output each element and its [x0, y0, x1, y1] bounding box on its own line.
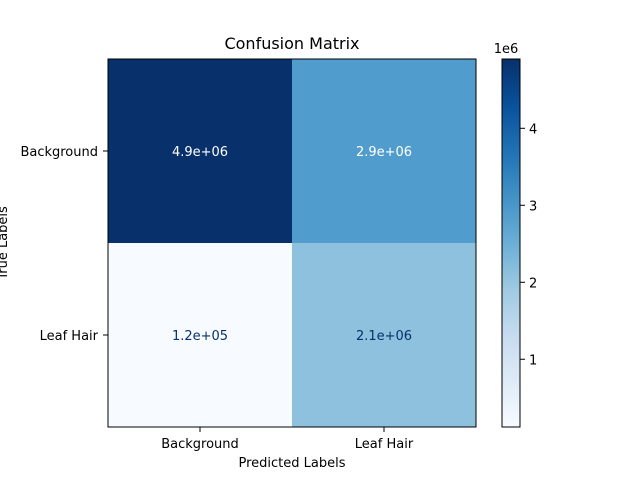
- x-axis: Background Leaf Hair: [161, 427, 414, 452]
- y-axis-label: True Labels: [0, 206, 11, 281]
- heatmap-cells: [108, 59, 476, 427]
- cell-value-label-r0-c1: 2.9e+06: [356, 145, 412, 160]
- cell-value-label-r1-c0: 1.2e+05: [172, 329, 228, 344]
- heatmap-cell-r1-c1: [292, 243, 476, 427]
- heatmap-cell-r1-c0: [108, 243, 292, 427]
- colorbar-tick-label: 4: [529, 122, 537, 137]
- colorbar-tick-label: 3: [529, 199, 537, 214]
- colorbar-tick-label: 2: [529, 276, 537, 291]
- x-axis-label: Predicted Labels: [238, 456, 345, 471]
- x-tick-label: Leaf Hair: [355, 437, 414, 452]
- colorbar-tick-label: 1: [529, 353, 537, 368]
- heatmap-cell-r0-c1: [292, 59, 476, 243]
- colorbar: 1e6 1 2 3 4: [494, 42, 537, 428]
- colorbar-multiplier-label: 1e6: [494, 42, 519, 57]
- heatmap-cell-labels: 4.9e+06 2.9e+06 1.2e+05 2.1e+06: [172, 145, 412, 344]
- cell-value-label-r1-c1: 2.1e+06: [356, 329, 412, 344]
- x-tick-label: Background: [161, 437, 239, 452]
- y-axis: Background Leaf Hair: [20, 145, 108, 344]
- y-tick-label: Leaf Hair: [40, 329, 99, 344]
- heatmap-cell-r0-c0: [108, 59, 292, 243]
- colorbar-gradient: [501, 58, 521, 428]
- cell-value-label-r0-c0: 4.9e+06: [172, 145, 228, 160]
- y-tick-label: Background: [20, 145, 98, 160]
- plot-frame: [107, 58, 477, 428]
- chart-title: Confusion Matrix: [224, 34, 359, 53]
- colorbar-ticks: 1 2 3 4: [520, 122, 537, 368]
